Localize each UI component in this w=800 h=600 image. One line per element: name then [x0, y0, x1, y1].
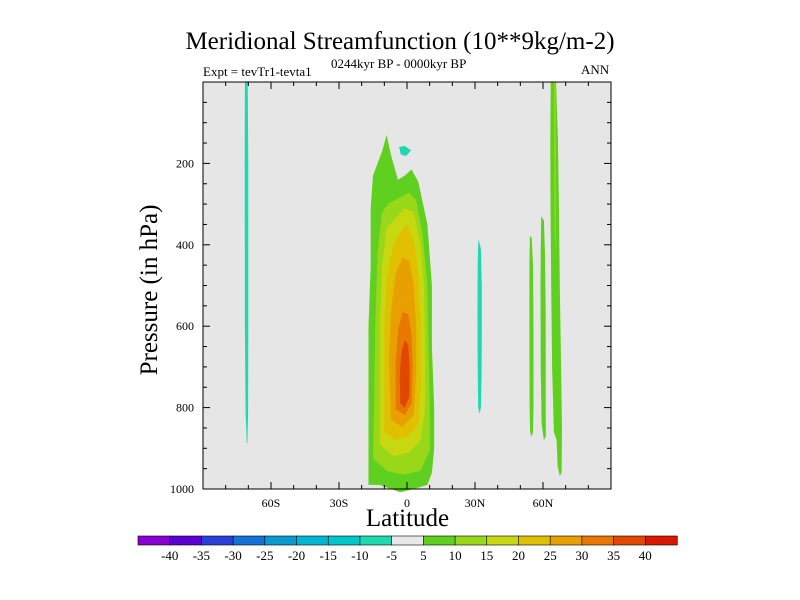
colorbar-label: -25 [256, 548, 273, 563]
colorbar-label: 5 [420, 548, 427, 563]
colorbar-label: -15 [320, 548, 337, 563]
colorbar-box [232, 535, 266, 546]
colorbar-box [264, 535, 298, 546]
colorbar-box [613, 535, 646, 546]
colorbar-label: -5 [386, 548, 397, 563]
colorbar-box [518, 535, 551, 546]
colorbar-box [549, 535, 583, 546]
center-subtitle: 0244kyr BP - 0000kyr BP [331, 56, 467, 71]
left-subtitle: Expt = tevTr1-tevta1 [203, 64, 312, 79]
chart-title: Meridional Streamfunction (10**9kg/m-2) [185, 28, 615, 55]
cyan-blob-eq-8 [399, 145, 412, 157]
x-tick-label: 0 [404, 496, 410, 510]
green-strip-65n-12 [550, 82, 562, 476]
colorbar-box [581, 535, 615, 546]
colorbar-label: -10 [351, 548, 368, 563]
colorbar-label: 30 [575, 548, 588, 563]
y-tick-label: 200 [176, 156, 194, 170]
contour-layer [244, 82, 562, 493]
green-strip-65n-inner-13 [554, 82, 556, 253]
colorbar-label: -40 [161, 548, 178, 563]
x-tick-label: 60N [533, 496, 554, 510]
colorbar-label: 15 [480, 548, 493, 563]
x-tick-label: 30N [465, 496, 486, 510]
colorbar-box [296, 535, 329, 546]
colorbar-box [359, 535, 393, 546]
cyan-strip-60s-7 [244, 82, 249, 445]
colorbar-box [137, 535, 171, 546]
colorbar-box [644, 535, 678, 546]
y-tick-label: 1000 [170, 482, 194, 496]
colorbar-label: 20 [512, 548, 525, 563]
colorbar-box [201, 535, 234, 546]
colorbar-label: -35 [193, 548, 210, 563]
x-tick-label: 60S [262, 496, 281, 510]
colorbar-label: 35 [607, 548, 620, 563]
plot-frame [202, 81, 612, 490]
cyan-strip-30n-9 [477, 238, 482, 414]
green-strip-60n-11 [540, 216, 546, 441]
colorbar-box [454, 535, 488, 546]
colorbar-box [423, 535, 456, 546]
colorbar-box [169, 535, 203, 546]
colorbar-label: 40 [639, 548, 652, 563]
colorbar-label: -30 [224, 548, 241, 563]
y-tick-label: 800 [176, 401, 194, 415]
right-subtitle: ANN [581, 62, 610, 77]
y-tick-label: 600 [176, 319, 194, 333]
colorbar-box [391, 535, 424, 546]
tropical-cell-6 [399, 340, 410, 408]
green-strip-55n-10 [529, 235, 534, 437]
y-tick-label: 400 [176, 238, 194, 252]
colorbar-label: 25 [544, 548, 557, 563]
x-tick-label: 30S [330, 496, 349, 510]
colorbar-box [486, 535, 520, 546]
colorbar-label: -20 [288, 548, 305, 563]
x-axis-label: Latitude [365, 505, 450, 532]
colorbar: -40 -35 -30 -25 -20 -15 -10 -5 5 10 15 20 25 30 35 40 [137, 535, 678, 563]
colorbar-box [327, 535, 361, 546]
colorbar-label: 10 [449, 548, 462, 563]
